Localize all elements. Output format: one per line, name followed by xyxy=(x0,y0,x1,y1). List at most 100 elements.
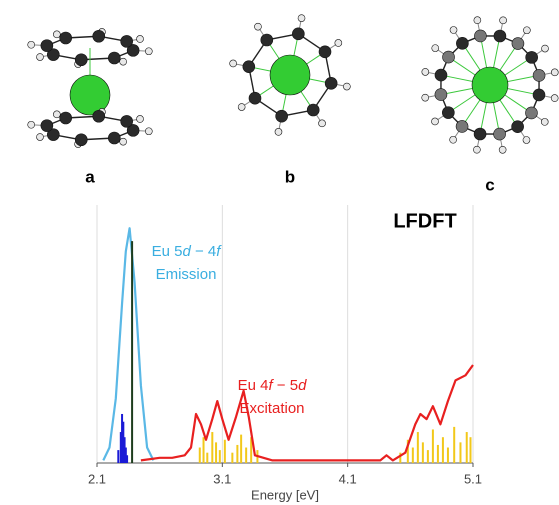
page: {"panels": ["a", "b", "c"], "chart_data"… xyxy=(0,0,559,505)
atom xyxy=(526,51,538,63)
annotation-part: Emission xyxy=(156,266,217,283)
atom xyxy=(120,138,127,145)
atom xyxy=(93,30,105,42)
atom xyxy=(450,26,457,33)
atom xyxy=(435,89,447,101)
atom xyxy=(292,28,304,40)
atom xyxy=(343,83,350,90)
stick xyxy=(240,435,242,463)
atom xyxy=(145,128,152,135)
atom xyxy=(432,45,439,52)
atom xyxy=(533,69,545,81)
atom xyxy=(249,92,261,104)
figure: a b c LFDFT Energy [eV] 2.1 3.1 4.1 5.1 Eu 5… xyxy=(0,0,559,505)
atom xyxy=(307,104,319,116)
atom xyxy=(254,23,261,30)
atom xyxy=(542,45,549,52)
stick xyxy=(211,432,213,463)
atom xyxy=(276,110,288,122)
annotation-part: − 4 xyxy=(191,243,216,260)
stick xyxy=(236,445,238,463)
atom xyxy=(523,137,530,144)
stick xyxy=(131,241,133,463)
annotation-part: Eu 4 xyxy=(238,377,269,394)
atom xyxy=(431,118,438,125)
atom xyxy=(523,27,530,34)
annotation-part: d xyxy=(298,377,307,394)
stick xyxy=(224,440,226,463)
x-tick-label: 4.1 xyxy=(339,471,357,486)
atom xyxy=(137,35,144,42)
stick xyxy=(412,448,414,463)
stick xyxy=(422,442,424,463)
data-line xyxy=(103,228,153,460)
atom xyxy=(261,34,273,46)
atom xyxy=(75,54,87,66)
stick xyxy=(231,453,233,463)
stick xyxy=(215,442,217,463)
atom xyxy=(120,58,127,65)
stick xyxy=(442,437,444,463)
atom xyxy=(41,40,53,52)
atom xyxy=(500,17,507,24)
stick xyxy=(126,455,128,463)
atom xyxy=(36,54,43,61)
panel-label: a xyxy=(85,167,95,186)
atom xyxy=(108,132,120,144)
atom xyxy=(551,69,558,76)
atom xyxy=(53,31,60,38)
atom xyxy=(422,94,429,101)
x-axis-label: Energy [eV] xyxy=(251,487,319,502)
stick xyxy=(453,427,455,463)
stick xyxy=(206,453,208,463)
stick xyxy=(203,437,205,463)
stick xyxy=(417,432,419,463)
atom xyxy=(93,110,105,122)
stick xyxy=(469,437,471,463)
stick xyxy=(437,445,439,463)
stick xyxy=(447,448,449,463)
atom xyxy=(443,51,455,63)
atom xyxy=(456,120,468,132)
atom xyxy=(75,134,87,146)
atom xyxy=(60,32,72,44)
atom xyxy=(319,120,326,127)
stick xyxy=(219,450,221,463)
atom xyxy=(325,77,337,89)
atom xyxy=(108,52,120,64)
atom xyxy=(275,128,282,135)
atom xyxy=(450,136,457,143)
x-tick-label: 3.1 xyxy=(213,471,231,486)
atom xyxy=(319,46,331,58)
atom xyxy=(473,146,480,153)
atom xyxy=(238,104,245,111)
atom xyxy=(41,120,53,132)
x-tick-label: 2.1 xyxy=(88,471,106,486)
atom xyxy=(137,115,144,122)
atom xyxy=(145,48,152,55)
atom xyxy=(474,30,486,42)
atom xyxy=(335,39,342,46)
atom xyxy=(474,128,486,140)
atom xyxy=(28,41,35,48)
atom xyxy=(474,17,481,24)
atom xyxy=(270,55,310,95)
atom xyxy=(53,111,60,118)
atom xyxy=(499,146,506,153)
atom xyxy=(298,15,305,22)
atom xyxy=(472,67,508,103)
chart-title: LFDFT xyxy=(393,210,456,232)
atom xyxy=(36,134,43,141)
annotation: Eu 5d − 4f xyxy=(152,243,223,260)
atom xyxy=(494,128,506,140)
panel-label: c xyxy=(485,175,494,194)
annotation-part: − 5 xyxy=(273,377,298,394)
stick xyxy=(459,442,461,463)
annotation-part: Excitation xyxy=(239,400,304,417)
atom xyxy=(243,61,255,73)
x-tick-label: 5.1 xyxy=(464,471,482,486)
atom xyxy=(533,89,545,101)
panel-label: b xyxy=(285,167,295,186)
atom xyxy=(442,107,454,119)
atom xyxy=(60,112,72,124)
